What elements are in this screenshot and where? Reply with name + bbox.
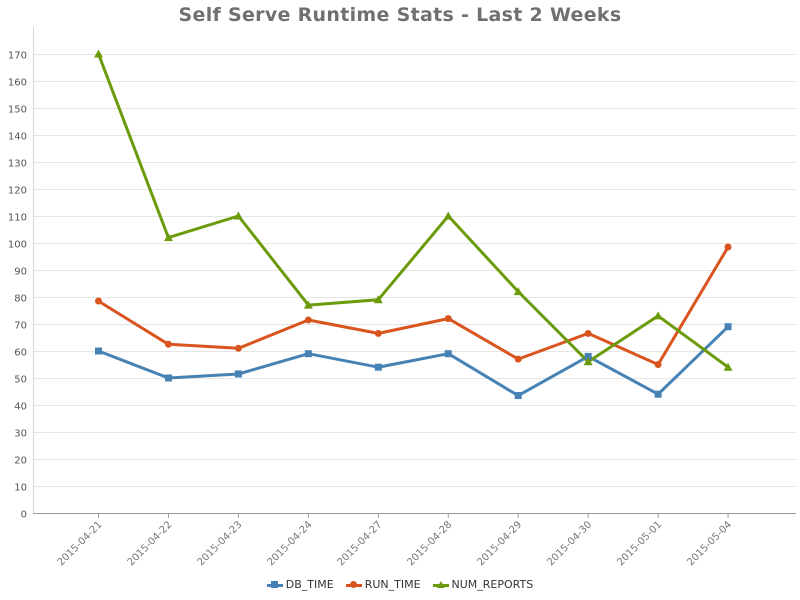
- series-line-db-time: [97, 325, 730, 398]
- y-tick-label: 10: [14, 483, 27, 494]
- legend-swatch-square-icon: [266, 580, 283, 590]
- data-point-run-time: [95, 297, 102, 305]
- legend-label: DB_TIME: [285, 578, 334, 591]
- grid-lines: [33, 54, 796, 487]
- data-point-run-time: [234, 344, 242, 352]
- x-tick-label: 2015-05-01: [615, 519, 664, 568]
- y-tick-label: 160: [8, 78, 27, 89]
- data-point-run-time: [164, 340, 172, 348]
- y-tick-label: 130: [8, 159, 27, 170]
- y-tick-label: 40: [14, 402, 27, 413]
- data-point-num-reports: [303, 300, 313, 309]
- y-tick-label: 90: [14, 267, 27, 278]
- y-tick-label: 120: [8, 186, 27, 197]
- data-point-db-time: [164, 374, 172, 382]
- legend-label: RUN_TIME: [364, 578, 421, 591]
- data-point-run-time: [724, 243, 732, 251]
- data-point-num-reports: [723, 362, 733, 371]
- legend-swatch-triangle-icon: [432, 580, 449, 590]
- legend: DB_TIME RUN_TIME NUM_REPORTS: [0, 578, 800, 591]
- series-line-run-time: [97, 245, 730, 366]
- legend-item-num-reports[interactable]: NUM_REPORTS: [432, 578, 534, 591]
- data-point-db-time: [374, 363, 382, 371]
- y-tick-label: 30: [14, 429, 27, 440]
- data-point-num-reports: [583, 357, 593, 366]
- data-point-num-reports: [653, 311, 663, 320]
- legend-item-db-time[interactable]: DB_TIME: [266, 578, 334, 591]
- x-tick-labels: 2015-04-21 2015-04-22 2015-04-23 2015-04-24…: [56, 519, 734, 568]
- series-markers: [94, 49, 733, 400]
- data-point-db-time: [95, 347, 102, 355]
- chart-title: Self Serve Runtime Stats - Last 2 Weeks: [178, 4, 622, 26]
- y-tick-label: 0: [21, 510, 27, 521]
- y-tick-label: 20: [14, 456, 27, 467]
- y-tick-label: 170: [8, 51, 27, 62]
- data-point-db-time: [584, 352, 592, 360]
- data-point-run-time: [444, 315, 452, 323]
- x-tick-label: 2015-04-27: [336, 519, 385, 568]
- data-point-db-time: [514, 392, 522, 400]
- data-point-num-reports: [513, 287, 523, 296]
- y-tick-label: 100: [8, 240, 27, 251]
- y-tick-label: 50: [14, 375, 27, 386]
- x-tick-label: 2015-04-22: [126, 519, 175, 568]
- y-tick-label: 70: [14, 321, 27, 332]
- series-line-num-reports: [97, 52, 730, 369]
- x-tick-label: 2015-05-04: [685, 519, 734, 568]
- data-point-db-time: [234, 370, 242, 378]
- data-point-num-reports: [233, 211, 243, 220]
- x-tick-label: 2015-04-28: [405, 519, 454, 568]
- data-point-db-time: [444, 350, 452, 358]
- series-lines: [97, 52, 730, 398]
- data-point-db-time: [654, 390, 662, 398]
- legend-swatch-circle-icon: [345, 580, 362, 590]
- data-point-num-reports: [94, 49, 103, 58]
- data-point-db-time: [724, 323, 732, 331]
- data-point-run-time: [514, 355, 522, 363]
- data-point-run-time: [374, 329, 382, 337]
- data-point-run-time: [584, 329, 592, 337]
- y-tick-labels: 0 10 20 30 40 50 60 70 80 90 100 110 120 130 140 150 160…: [8, 51, 27, 521]
- x-tick-label: 2015-04-24: [266, 519, 315, 568]
- x-tick-label: 2015-04-21: [56, 519, 105, 568]
- y-tick-label: 60: [14, 348, 27, 359]
- data-point-num-reports: [443, 211, 453, 220]
- x-tick-label: 2015-04-23: [196, 519, 245, 568]
- x-tick-label: 2015-04-29: [475, 519, 524, 568]
- data-point-num-reports: [163, 233, 173, 242]
- legend-label: NUM_REPORTS: [451, 578, 534, 591]
- data-point-db-time: [304, 350, 312, 358]
- x-tick-label: 2015-04-30: [545, 519, 594, 568]
- y-tick-label: 140: [8, 132, 27, 143]
- data-point-run-time: [654, 361, 662, 368]
- data-point-run-time: [304, 316, 312, 324]
- y-tick-label: 150: [8, 105, 27, 116]
- y-tick-label: 80: [14, 294, 27, 305]
- data-point-num-reports: [373, 295, 383, 304]
- axes: [33, 27, 796, 518]
- legend-item-run-time[interactable]: RUN_TIME: [345, 578, 421, 591]
- y-tick-label: 110: [8, 213, 27, 224]
